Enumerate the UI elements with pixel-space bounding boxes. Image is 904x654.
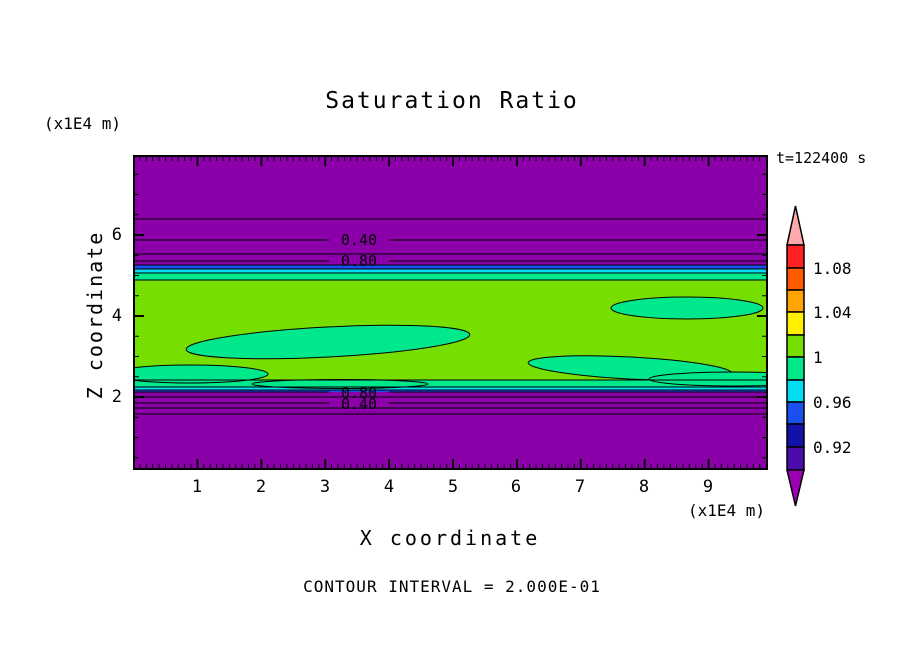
x-tick-label-5: 5 <box>447 477 459 497</box>
x-axis-title: X coordinate <box>359 526 541 550</box>
colorbar-seg-violet <box>786 446 805 471</box>
y-tick-label-4: 4 <box>111 306 122 326</box>
x-tick-label-1: 1 <box>191 477 203 497</box>
colorbar-label-092: 0.92 <box>813 438 852 457</box>
contour-label-top-080: 0.80 <box>341 252 377 270</box>
colorbar-seg-chartreuse <box>786 334 805 358</box>
colorbar-seg-blue <box>786 401 805 425</box>
pocket-blob-lower-left <box>133 364 269 384</box>
contour-label-bottom-040: 0.40 <box>341 395 377 413</box>
contour-label-top-040: 0.40 <box>341 231 377 249</box>
x-tick-label-7: 7 <box>574 477 586 497</box>
x-tick-label-3: 3 <box>319 477 331 497</box>
band-cyan-top <box>133 269 768 273</box>
colorbar-seg-yellow <box>786 311 805 336</box>
x-tick-label-9: 9 <box>702 477 714 497</box>
timestamp-label: t=122400 s <box>776 149 867 167</box>
x-tick-label-6: 6 <box>510 477 522 497</box>
contour-interval-caption: CONTOUR INTERVAL = 2.000E-01 <box>303 577 601 596</box>
contour-label-bottom-080: 0.80 <box>341 384 377 402</box>
band-boundary-lines <box>133 264 768 391</box>
pocket-blob-right-edge <box>648 371 768 387</box>
colorbar-label-104: 1.04 <box>813 303 852 322</box>
colorbar-segments <box>786 244 805 471</box>
colorbar-over-arrow <box>786 205 805 246</box>
colorbar-label-100: 1 <box>813 348 823 367</box>
colorbar: 1.08 1.04 1 0.96 0.92 <box>786 205 852 507</box>
colorbar-seg-cyan <box>786 379 805 403</box>
page-title: Saturation Ratio <box>325 88 579 114</box>
colorbar-label-096: 0.96 <box>813 393 852 412</box>
y-tick-label-2: 2 <box>111 387 122 407</box>
band-spring-bottom <box>133 380 768 387</box>
band-blue-top <box>133 265 768 269</box>
x-tick-label-4: 4 <box>383 477 395 497</box>
colorbar-seg-navy <box>786 423 805 448</box>
contour-lines-labeled <box>133 239 768 404</box>
colorbar-seg-spring <box>786 356 805 381</box>
y-axis-unit-label: (x1E4 m) <box>44 114 122 133</box>
contour-lines <box>133 218 768 415</box>
colorbar-seg-red <box>786 244 805 269</box>
colorbar-seg-orange <box>786 289 805 313</box>
x-tick-label-8: 8 <box>638 477 650 497</box>
x-axis-unit-label: (x1E4 m) <box>688 501 766 520</box>
axis-ticks <box>135 157 766 468</box>
pocket-blob-upper-right <box>610 296 764 320</box>
x-tick-label-2: 2 <box>255 477 267 497</box>
y-tick-label-6: 6 <box>111 225 122 245</box>
pocket-blob-left-center <box>185 324 471 360</box>
colorbar-label-108: 1.08 <box>813 259 852 278</box>
y-axis-title: Z coordinate <box>83 230 107 400</box>
band-cyan-bottom <box>133 387 768 390</box>
plot-border <box>133 155 768 470</box>
band-blue-bottom <box>133 390 768 392</box>
colorbar-seg-orangered <box>786 267 805 291</box>
band-spring-top <box>133 273 768 280</box>
contour-plot-area: 0.40 0.80 0.80 0.40 <box>133 155 768 470</box>
colorbar-under-arrow <box>786 469 805 507</box>
